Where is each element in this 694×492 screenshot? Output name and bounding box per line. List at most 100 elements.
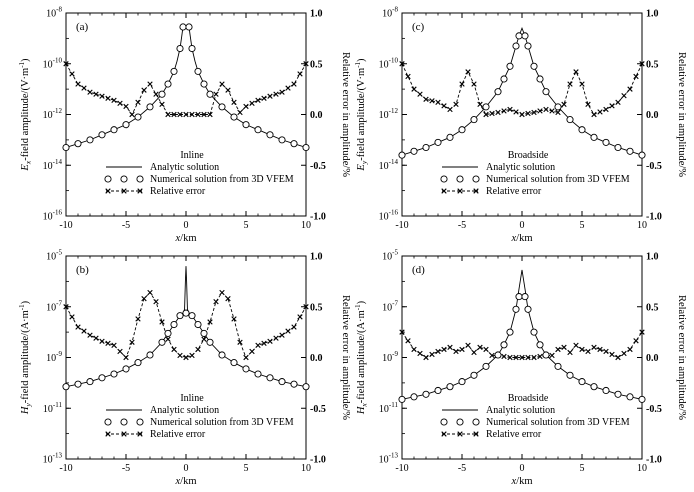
relative-error-marker (291, 81, 297, 87)
relative-error-marker (273, 335, 279, 341)
x-axis-label: x/km (174, 233, 196, 244)
numerical-solution-marker (164, 329, 172, 337)
legend-swatch-numerical (472, 175, 480, 183)
relative-error-marker (201, 111, 207, 118)
x-tick-label: 0 (184, 220, 189, 231)
y2-tick-label: 0.0 (646, 110, 659, 121)
relative-error-marker (99, 93, 105, 99)
relative-error-marker (201, 336, 207, 342)
chart-panel-b: -10 -5 0 5 10 10-5 10-7 10-9 10-11 10-13 1.0 0.5 0.0… (18, 249, 351, 488)
legend-label-error: Relative error (150, 186, 206, 197)
x-tick-label: 5 (580, 220, 585, 231)
numerical-solution-marker (515, 32, 523, 40)
relative-error-marker (531, 109, 537, 116)
relative-error-marker (183, 354, 189, 361)
y2-tick-label: 0.5 (646, 59, 659, 70)
relative-error-marker (123, 354, 129, 361)
relative-error-marker (633, 338, 639, 344)
relative-error-marker (261, 95, 267, 101)
legend-label-numerical: Numerical solution from 3D VFEM (486, 417, 630, 428)
relative-error-marker (135, 99, 141, 106)
relative-error-marker (183, 111, 189, 118)
numerical-solution-marker (230, 113, 238, 121)
numerical-solution-marker (110, 126, 118, 134)
x-tick-label: 10 (301, 463, 311, 474)
relative-error-marker (567, 349, 573, 356)
numerical-solution-marker (554, 103, 562, 111)
relative-error-line (66, 291, 306, 359)
numerical-solution-marker (122, 121, 130, 129)
relative-error-marker (279, 332, 285, 338)
relative-error-marker (171, 111, 177, 118)
y2-tick-label: 0.5 (310, 59, 323, 70)
relative-error-marker (627, 86, 633, 92)
numerical-solution-marker (200, 329, 208, 337)
relative-error-marker (423, 354, 429, 361)
relative-error-marker (135, 316, 141, 322)
numerical-solution-marker (254, 126, 262, 134)
relative-error-marker (87, 89, 93, 95)
numerical-solution-marker (602, 386, 610, 395)
numerical-solution-marker (458, 378, 466, 386)
y2-tick-label: -0.5 (310, 404, 326, 415)
x-tick-label: 0 (520, 220, 525, 231)
numerical-solution-marker (470, 116, 478, 124)
relative-error-marker (519, 111, 525, 118)
y2-tick-label: 0.5 (646, 302, 659, 313)
relative-error-marker (75, 81, 81, 87)
numerical-solution-marker (200, 80, 208, 88)
relative-error-marker (285, 85, 291, 91)
relative-error-marker (441, 103, 447, 109)
relative-error-marker (507, 106, 513, 113)
numerical-solution-marker (506, 62, 514, 70)
relative-error-marker (129, 339, 135, 345)
relative-error-marker (297, 71, 303, 77)
relative-error-marker (609, 103, 615, 109)
legend-swatch-numerical (104, 175, 112, 183)
numerical-solution-marker (206, 90, 214, 98)
numerical-solution-marker (446, 133, 454, 141)
relative-error-marker (573, 69, 579, 75)
numerical-solution-marker (398, 395, 406, 403)
legend-swatch-error-marker (441, 188, 447, 194)
y2-tick-label: 0.0 (310, 353, 323, 364)
numerical-solution-marker (500, 341, 508, 349)
relative-error-marker (255, 97, 261, 103)
y-tick-label: 10-13 (43, 452, 63, 466)
panel-label: (a) (76, 21, 89, 33)
relative-error-marker (291, 324, 297, 330)
numerical-solution-marker (188, 44, 196, 53)
relative-error-marker (489, 110, 495, 117)
relative-error-marker (405, 73, 411, 80)
relative-error-marker (153, 298, 159, 305)
y2-tick-label: -0.5 (646, 404, 662, 415)
relative-error-marker (129, 111, 135, 118)
x-axis-label: x/km (510, 476, 532, 487)
relative-error-marker (513, 354, 519, 361)
relative-error-marker (453, 348, 459, 355)
y-axis-label: Hy-field amplitude/(A·m-1) (18, 300, 33, 415)
relative-error-marker (411, 86, 417, 92)
y-tick-label: 10-9 (46, 350, 62, 364)
relative-error-marker (591, 344, 597, 351)
numerical-solution-marker (500, 75, 508, 83)
numerical-solution-marker (194, 320, 202, 329)
relative-error-marker (93, 335, 99, 341)
numerical-solution-marker (494, 351, 502, 359)
relative-error-marker (63, 304, 69, 310)
relative-error-marker (579, 346, 585, 353)
relative-error-marker (603, 106, 609, 113)
numerical-solution-marker (86, 136, 94, 144)
numerical-solution-marker (122, 365, 130, 373)
relative-error-marker (273, 91, 279, 97)
numerical-solution-marker (218, 351, 226, 359)
numerical-solution-marker (176, 312, 184, 320)
x-tick-label: -10 (395, 220, 408, 231)
relative-error-marker (165, 336, 171, 342)
relative-error-marker (597, 109, 603, 115)
y2-axis-label: Relative error in amplitude/% (340, 295, 351, 420)
relative-error-marker (561, 344, 567, 351)
relative-error-marker (615, 354, 621, 361)
y-tick-label: 10-12 (43, 107, 63, 121)
relative-error-marker (435, 348, 441, 355)
